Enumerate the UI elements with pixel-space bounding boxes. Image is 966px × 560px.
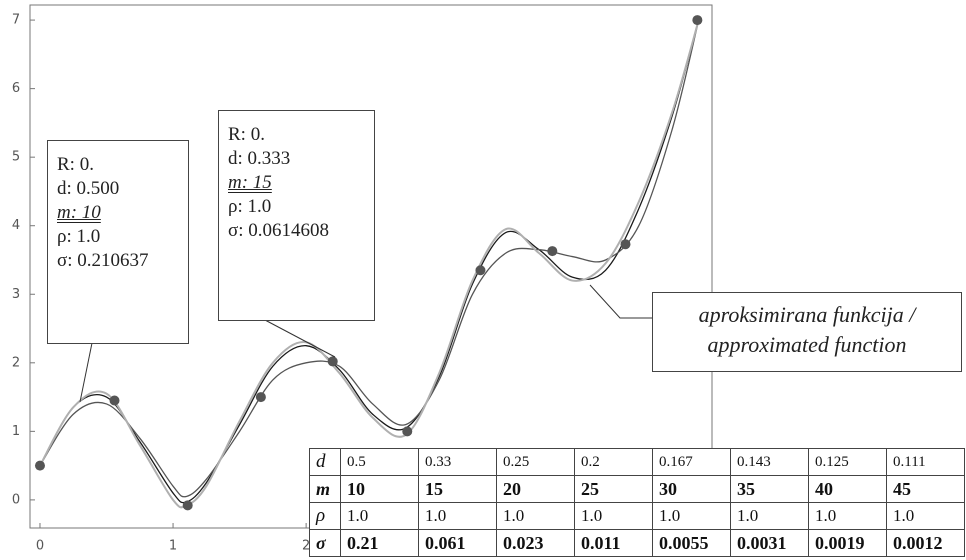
y-tick-label: 2: [12, 355, 20, 370]
table-cell: 0.061: [418, 529, 497, 557]
leader-line: [79, 342, 93, 403]
curve: [39, 19, 700, 504]
table-cell: 1.0: [496, 502, 575, 530]
x-tick-label: 2: [302, 539, 310, 554]
table-cell: 0.0012: [886, 529, 965, 557]
table-cell: 0.125: [808, 448, 887, 476]
table-cell: 0.111: [886, 448, 965, 476]
table-cell: ρ: [309, 502, 341, 530]
table-cell: σ: [309, 529, 341, 557]
y-tick-label: 5: [12, 150, 20, 165]
table-cell: 40: [808, 475, 887, 503]
table-cell: m: [309, 475, 341, 503]
table-cell: 1.0: [808, 502, 887, 530]
annotation-box: R: 0. d: 0.500 m: 10 ρ: 1.0 σ: 0.210637: [47, 140, 189, 344]
y-tick-label: 7: [12, 13, 20, 28]
table-cell: 0.0031: [730, 529, 809, 557]
annotation-line: ρ: 1.0: [228, 196, 272, 217]
y-tick-label: 1: [12, 424, 20, 439]
table-cell: 25: [574, 475, 653, 503]
table-cell: 0.023: [496, 529, 575, 557]
y-tick-label: 6: [12, 81, 20, 96]
y-tick-label: 3: [12, 287, 20, 302]
table-row: σ 0.21 0.061 0.023 0.011 0.0055 0.0031 0.0019 0.…: [309, 529, 965, 557]
table-cell: d: [309, 448, 341, 476]
table-cell: 1.0: [730, 502, 809, 530]
data-point: [620, 239, 631, 250]
table-cell: 10: [340, 475, 419, 503]
table-cell: 1.0: [652, 502, 731, 530]
table-cell: 0.011: [574, 529, 653, 557]
table-cell: 35: [730, 475, 809, 503]
table-cell: 1.0: [574, 502, 653, 530]
data-point: [34, 460, 45, 471]
data-point: [182, 500, 193, 511]
table-cell: 0.143: [730, 448, 809, 476]
curve: [39, 19, 700, 498]
annotation-line: R: 0.: [228, 124, 265, 145]
results-table: d 0.5 0.33 0.25 0.2 0.167 0.143 0.125 0.111 m 10 15…: [309, 448, 965, 557]
x-tick-label: 1: [169, 539, 177, 554]
table-cell: 1.0: [418, 502, 497, 530]
annotation-line: ρ: 1.0: [57, 226, 101, 247]
table-cell: 0.5: [340, 448, 419, 476]
table-cell: 0.21: [340, 529, 419, 557]
curve: [39, 19, 700, 509]
annotation-line: σ: 0.210637: [57, 250, 149, 271]
data-point: [327, 356, 338, 367]
table-cell: 0.167: [652, 448, 731, 476]
annotation-line: m: 15: [228, 172, 272, 193]
data-point: [255, 392, 266, 403]
leader-line: [264, 319, 336, 358]
table-row: d 0.5 0.33 0.25 0.2 0.167 0.143 0.125 0.111: [309, 448, 965, 476]
table-cell: 0.2: [574, 448, 653, 476]
table-row: ρ 1.0 1.0 1.0 1.0 1.0 1.0 1.0 1.0: [309, 502, 965, 530]
data-point: [109, 395, 120, 406]
annotation-line: d: 0.333: [228, 148, 291, 169]
annotation-line: m: 10: [57, 202, 101, 223]
callout-box: aproksimirana funkcija / approximated fu…: [652, 292, 962, 372]
annotation-box: R: 0. d: 0.333 m: 15 ρ: 1.0 σ: 0.0614608: [218, 110, 375, 321]
data-point: [475, 265, 486, 276]
table-cell: 1.0: [340, 502, 419, 530]
callout-line: approximated function: [707, 332, 907, 357]
table-cell: 0.25: [496, 448, 575, 476]
x-tick-label: 0: [36, 539, 44, 554]
table-row: m 10 15 20 25 30 35 40 45: [309, 475, 965, 503]
data-point: [692, 15, 703, 26]
annotation-line: d: 0.500: [57, 178, 120, 199]
table-cell: 0.0055: [652, 529, 731, 557]
table-cell: 30: [652, 475, 731, 503]
data-point: [547, 246, 558, 257]
callout-line: aproksimirana funkcija /: [698, 302, 916, 327]
y-tick-label: 4: [12, 218, 20, 233]
table-cell: 45: [886, 475, 965, 503]
y-tick-label: 0: [12, 492, 20, 507]
table-cell: 20: [496, 475, 575, 503]
data-point: [402, 426, 413, 437]
table-cell: 15: [418, 475, 497, 503]
leader-line: [589, 284, 652, 319]
annotation-line: σ: 0.0614608: [228, 220, 330, 241]
table-cell: 0.33: [418, 448, 497, 476]
table-cell: 1.0: [886, 502, 965, 530]
table-cell: 0.0019: [808, 529, 887, 557]
annotation-line: R: 0.: [57, 154, 94, 175]
